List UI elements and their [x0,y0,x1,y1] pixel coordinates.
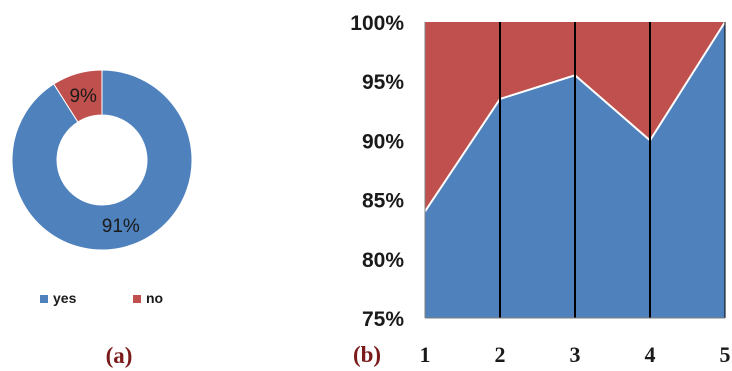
area-chart: 75% 80% 85% 90% 95% 100% 1 2 3 4 5 [350,12,730,367]
x-tick-label-2: 2 [495,342,506,367]
donut-chart: 91% 9% [11,69,193,251]
donut-legend: yes no [40,290,163,306]
y-tick-label-85: 85% [362,190,404,213]
x-axis-tick-labels: 1 2 3 4 5 [420,342,731,367]
y-tick-label-75: 75% [362,308,404,331]
donut-label-yes: 91% [102,216,140,237]
x-tick-label-1: 1 [420,342,431,367]
legend-swatch-yes [40,295,48,303]
panel-label-b: (b) [353,342,381,367]
y-axis-tick-labels: 75% 80% 85% 90% 95% 100% [350,12,404,331]
x-tick-label-4: 4 [645,342,656,367]
donut-slice-no [53,69,103,123]
legend-swatch-no [133,295,141,303]
legend-label-yes: yes [53,290,77,306]
donut-slice-yes [11,69,193,251]
y-tick-label-100: 100% [350,12,404,35]
legend-label-no: no [146,290,163,306]
y-tick-label-80: 80% [362,249,404,272]
y-tick-label-95: 95% [362,71,404,94]
donut-label-no: 9% [69,86,97,107]
x-tick-label-5: 5 [720,342,731,367]
y-tick-label-90: 90% [362,130,404,153]
x-tick-label-3: 3 [570,342,581,367]
panel-label-a: (a) [106,343,133,368]
